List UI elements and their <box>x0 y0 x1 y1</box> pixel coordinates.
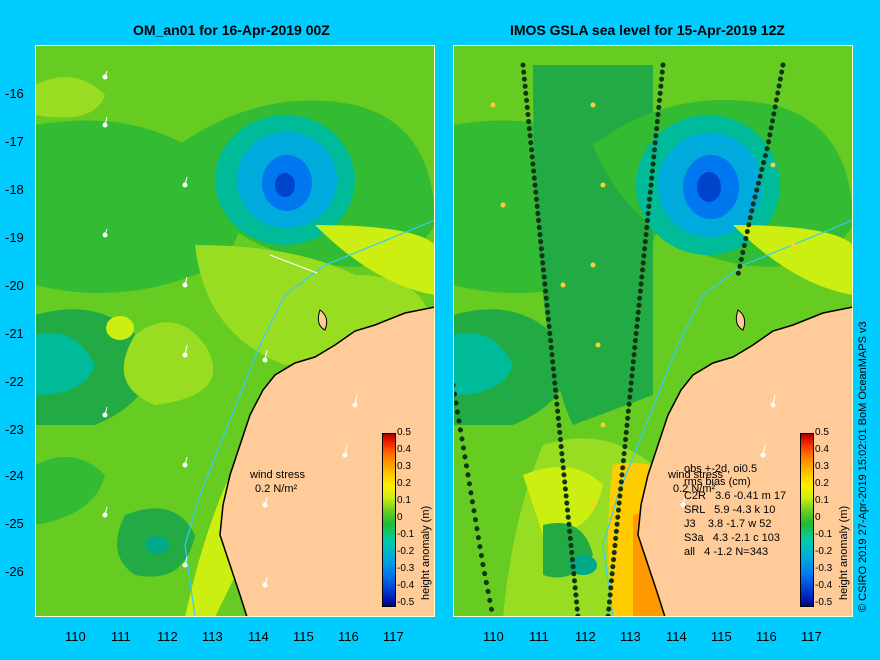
right-wind-value: 0.2 N/m² <box>673 483 716 495</box>
colorbar-tick-label: -0.4 <box>815 580 833 591</box>
colorbar-tick-label: -0.5 <box>815 597 833 608</box>
x-tick: 111 <box>529 629 549 644</box>
colorbar-tick-label: 0.1 <box>815 495 829 506</box>
y-tick: -17 <box>5 134 24 149</box>
x-tick: 110 <box>483 629 504 644</box>
stats-row: J3 3.8 -1.7 w 52 <box>684 518 772 530</box>
x-tick: 115 <box>293 629 314 644</box>
x-tick: 115 <box>711 629 732 644</box>
x-tick: 116 <box>756 629 777 644</box>
x-tick: 111 <box>111 629 131 644</box>
satellite-track-points <box>453 62 786 617</box>
stats-header: obs +-2d, oi0.5 <box>684 463 758 475</box>
colorbar-tick-label: -0.5 <box>397 597 415 608</box>
colorbar-tick-label: -0.2 <box>397 546 415 557</box>
x-tick: 116 <box>338 629 359 644</box>
right-colorbar <box>800 433 814 607</box>
colorbar-tick-label: 0.4 <box>815 444 829 455</box>
x-tick: 112 <box>157 629 178 644</box>
y-tick: -24 <box>5 468 24 483</box>
stats-row: S3a 4.3 -2.1 c 103 <box>684 532 781 544</box>
x-tick: 117 <box>801 629 822 644</box>
right-wind-label: wind stress <box>668 469 724 481</box>
left-map[interactable] <box>35 45 435 617</box>
x-tick: 117 <box>383 629 404 644</box>
colorbar-tick-label: -0.3 <box>815 563 833 574</box>
stats-row: all 4 -1.2 N=343 <box>684 546 769 558</box>
colorbar-tick-label: 0.3 <box>397 461 411 472</box>
y-tick: -18 <box>5 182 24 197</box>
stats-row: C2R 3.6 -0.41 m 17 <box>684 490 787 502</box>
colorbar-tick-label: -0.1 <box>815 529 833 540</box>
y-tick: -21 <box>5 326 24 341</box>
x-tick: 112 <box>575 629 596 644</box>
colorbar-tick-label: 0 <box>397 512 403 523</box>
stats-subheader: rms bias (cm) <box>684 476 751 488</box>
colorbar-tick-label: -0.4 <box>397 580 415 591</box>
y-tick: -19 <box>5 230 24 245</box>
right-panel-title: IMOS GSLA sea level for 15-Apr-2019 12Z <box>510 22 785 38</box>
left-colorbar <box>382 433 396 607</box>
left-wind-label: wind stress <box>250 469 306 481</box>
stats-row: SRL 5.9 -4.3 k 10 <box>684 504 776 516</box>
colorbar-tick-label: 0.5 <box>815 427 829 438</box>
left-wind-value: 0.2 N/m² <box>255 483 298 495</box>
colorbar-tick-label: -0.2 <box>815 546 833 557</box>
right-colorbar-title: height anomaly (m) <box>838 505 850 600</box>
left-panel-title: OM_an01 for 16-Apr-2019 00Z <box>133 22 330 38</box>
x-tick: 114 <box>248 629 269 644</box>
colorbar-tick-label: 0.4 <box>397 444 411 455</box>
x-tick: 113 <box>620 629 641 644</box>
left-colorbar-title: height anomaly (m) <box>420 505 432 600</box>
colorbar-tick-label: 0 <box>815 512 821 523</box>
y-tick: -16 <box>5 86 24 101</box>
y-tick: -25 <box>5 516 24 531</box>
credit-text: © CSIRO 2019 27-Apr-2019 15:02:01 BoM Oc… <box>857 321 869 612</box>
colorbar-tick-label: 0.3 <box>815 461 829 472</box>
colorbar-tick-label: -0.3 <box>397 563 415 574</box>
colorbar-tick-label: 0.1 <box>397 495 411 506</box>
colorbar-tick-label: 0.2 <box>397 478 411 489</box>
x-tick: 113 <box>202 629 223 644</box>
y-tick: -26 <box>5 564 24 579</box>
y-tick: -23 <box>5 422 24 437</box>
right-map[interactable] <box>453 45 853 617</box>
colorbar-tick-label: -0.1 <box>397 529 415 540</box>
y-tick: -20 <box>5 278 24 293</box>
colorbar-tick-label: 0.5 <box>397 427 411 438</box>
x-tick: 110 <box>65 629 86 644</box>
colorbar-tick-label: 0.2 <box>815 478 829 489</box>
y-tick: -22 <box>5 374 24 389</box>
x-tick: 114 <box>666 629 687 644</box>
